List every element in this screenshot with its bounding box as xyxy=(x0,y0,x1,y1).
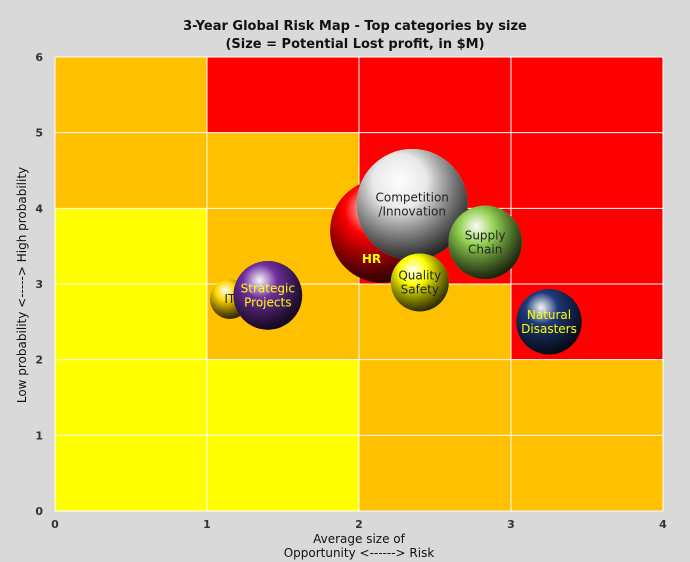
bubble-label: Strategic Projects xyxy=(241,281,295,309)
x-tick-label: 0 xyxy=(51,518,59,531)
x-tick-label: 2 xyxy=(355,518,363,531)
y-tick-label: 5 xyxy=(35,127,43,140)
risk-zone-medium xyxy=(511,435,663,511)
risk-zone-high xyxy=(359,57,511,133)
y-tick-label: 1 xyxy=(35,429,43,442)
bubble-shading xyxy=(390,253,449,312)
bubble-label: Supply Chain xyxy=(465,228,506,256)
risk-zone-high xyxy=(511,132,663,209)
bubble-strategic-projects: Strategic Projects xyxy=(233,261,303,330)
risk-zone-medium xyxy=(359,359,511,436)
risk-zone-medium xyxy=(207,132,359,209)
bubble-shading xyxy=(516,289,582,355)
risk-zone-medium xyxy=(359,435,511,511)
x-tick-label: 3 xyxy=(507,518,515,531)
y-tick-label: 3 xyxy=(35,278,43,291)
bubble-shading xyxy=(356,148,468,261)
bubble-quality-safety: Quality Safety xyxy=(390,253,449,312)
bubble-supply-chain: Supply Chain xyxy=(448,205,522,280)
risk-zone-medium xyxy=(55,57,207,133)
y-tick-label: 6 xyxy=(35,51,43,64)
risk-zone-low xyxy=(55,208,207,284)
risk-zone-medium xyxy=(55,132,207,209)
grid-lines xyxy=(54,56,664,512)
risk-zone-high xyxy=(207,57,359,133)
risk-zones xyxy=(55,57,663,511)
bubble-label: HR xyxy=(362,252,381,266)
x-axis-label-line-1: Average size of xyxy=(313,532,406,546)
risk-zone-low xyxy=(55,284,207,360)
risk-zone-high xyxy=(511,208,663,284)
bubble-label: IT xyxy=(224,292,236,306)
y-tick-label: 4 xyxy=(35,202,43,215)
bubble-label: Quality Safety xyxy=(398,268,441,296)
bubble-shading xyxy=(233,261,303,330)
bubble-label: Natural Disasters xyxy=(521,308,577,336)
risk-zone-high xyxy=(511,57,663,133)
risk-zone-low xyxy=(55,359,207,436)
x-tick-label: 1 xyxy=(203,518,211,531)
x-axis-label-line-2: Opportunity <------> Risk xyxy=(284,546,435,560)
y-tick-label: 2 xyxy=(35,354,43,367)
chart-title-line-2: (Size = Potential Lost profit, in $M) xyxy=(225,37,484,52)
y-axis-label: Low probability <-----> High probability xyxy=(15,167,29,403)
x-tick-label: 4 xyxy=(659,518,667,531)
bubble-label: Competition/Innovation xyxy=(375,191,448,219)
bubble-competition-innovation: Competition/Innovation xyxy=(356,148,468,261)
bubble-shading xyxy=(448,205,522,280)
y-tick-label: 0 xyxy=(35,505,43,518)
risk-zone-low xyxy=(55,435,207,511)
chart-title-line-1: 3-Year Global Risk Map - Top categories … xyxy=(183,19,527,34)
risk-zone-low xyxy=(207,435,359,511)
axis-ticks: 0 1 2 3 4 0 1 2 3 4 5 6 xyxy=(35,51,667,531)
risk-zone-medium xyxy=(511,359,663,436)
bubbles: HR IT Strategic Projects Competition/Innovat… xyxy=(209,148,582,355)
risk-zone-low xyxy=(207,359,359,436)
bubble-natural-disasters: Natural Disasters xyxy=(516,289,582,355)
